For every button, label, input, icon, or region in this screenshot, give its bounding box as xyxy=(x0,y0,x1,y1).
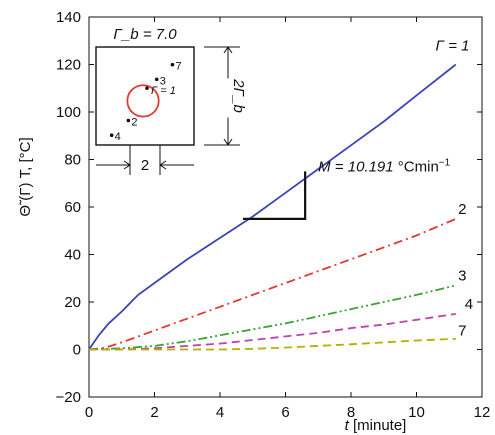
y-axis-label: Θ̃ (Γ) T, [°C] xyxy=(17,137,34,216)
series-group xyxy=(88,63,457,351)
inset-box xyxy=(95,46,195,146)
inset-dim-arrow-top xyxy=(223,46,233,79)
series-line-5 xyxy=(89,337,456,351)
slope-label: M = 10.191 °Cmin−1 xyxy=(318,157,450,175)
inset-point-1 xyxy=(145,86,149,90)
x-tick-label: 12 xyxy=(474,404,491,421)
y-tick-label: 80 xyxy=(64,152,81,169)
annotations: Γ = 1 2 3 4 7 M = 10.191 °Cmin−1 xyxy=(242,37,473,339)
inset-circle-label: Γ = 1 xyxy=(151,85,176,97)
inset-dim-arrow-bottom xyxy=(223,117,233,146)
y-tick-label: 140 xyxy=(56,9,81,26)
y-tick-label: 120 xyxy=(56,57,81,74)
inset-circle xyxy=(126,84,160,118)
inset-point xyxy=(126,118,131,123)
x-tick-label: 2 xyxy=(150,404,158,421)
x-tick-label: 10 xyxy=(408,404,425,421)
x-tick-label: 6 xyxy=(281,404,289,421)
series-line-3 xyxy=(88,284,457,351)
inset-point-label: 3 xyxy=(160,75,166,87)
x-axis-label: t [minute] xyxy=(345,417,407,434)
y-tick-label: 0 xyxy=(73,342,81,359)
inset-point-label: 2 xyxy=(131,117,137,129)
curve-label: 2 xyxy=(458,201,466,218)
y-tick-label: 40 xyxy=(64,247,81,264)
series-line-1 xyxy=(88,63,457,351)
inset-height-label: 2Γ_b xyxy=(230,78,247,113)
inset-title: Γ_b = 7.0 xyxy=(113,26,177,43)
inset-width-label: 2 xyxy=(141,157,149,174)
y-tick-label: 60 xyxy=(64,199,81,216)
series-line-4 xyxy=(89,313,456,351)
inset-point xyxy=(170,62,175,67)
curve-label: 4 xyxy=(465,296,473,313)
y-tick-label: −20 xyxy=(56,389,81,406)
series-line-2 xyxy=(88,218,457,351)
inset-point-label: 4 xyxy=(115,131,121,143)
curve-label: 7 xyxy=(458,322,466,339)
x-tick-label: 0 xyxy=(85,404,93,421)
curve-label: Γ = 1 xyxy=(436,37,470,54)
curve-label: 3 xyxy=(458,268,466,285)
slope-triangle xyxy=(242,171,307,220)
x-tick-label: 4 xyxy=(216,404,224,421)
inset-dim-arrow-left xyxy=(96,160,131,170)
inset-point-label: 7 xyxy=(175,61,181,73)
y-tick-label: 20 xyxy=(64,294,81,311)
inset-dim-arrow-right xyxy=(159,160,194,170)
inset-point xyxy=(109,133,114,137)
y-tick-label: 100 xyxy=(56,104,81,121)
inset-point xyxy=(154,77,159,82)
x-tick-label: 8 xyxy=(347,404,355,421)
